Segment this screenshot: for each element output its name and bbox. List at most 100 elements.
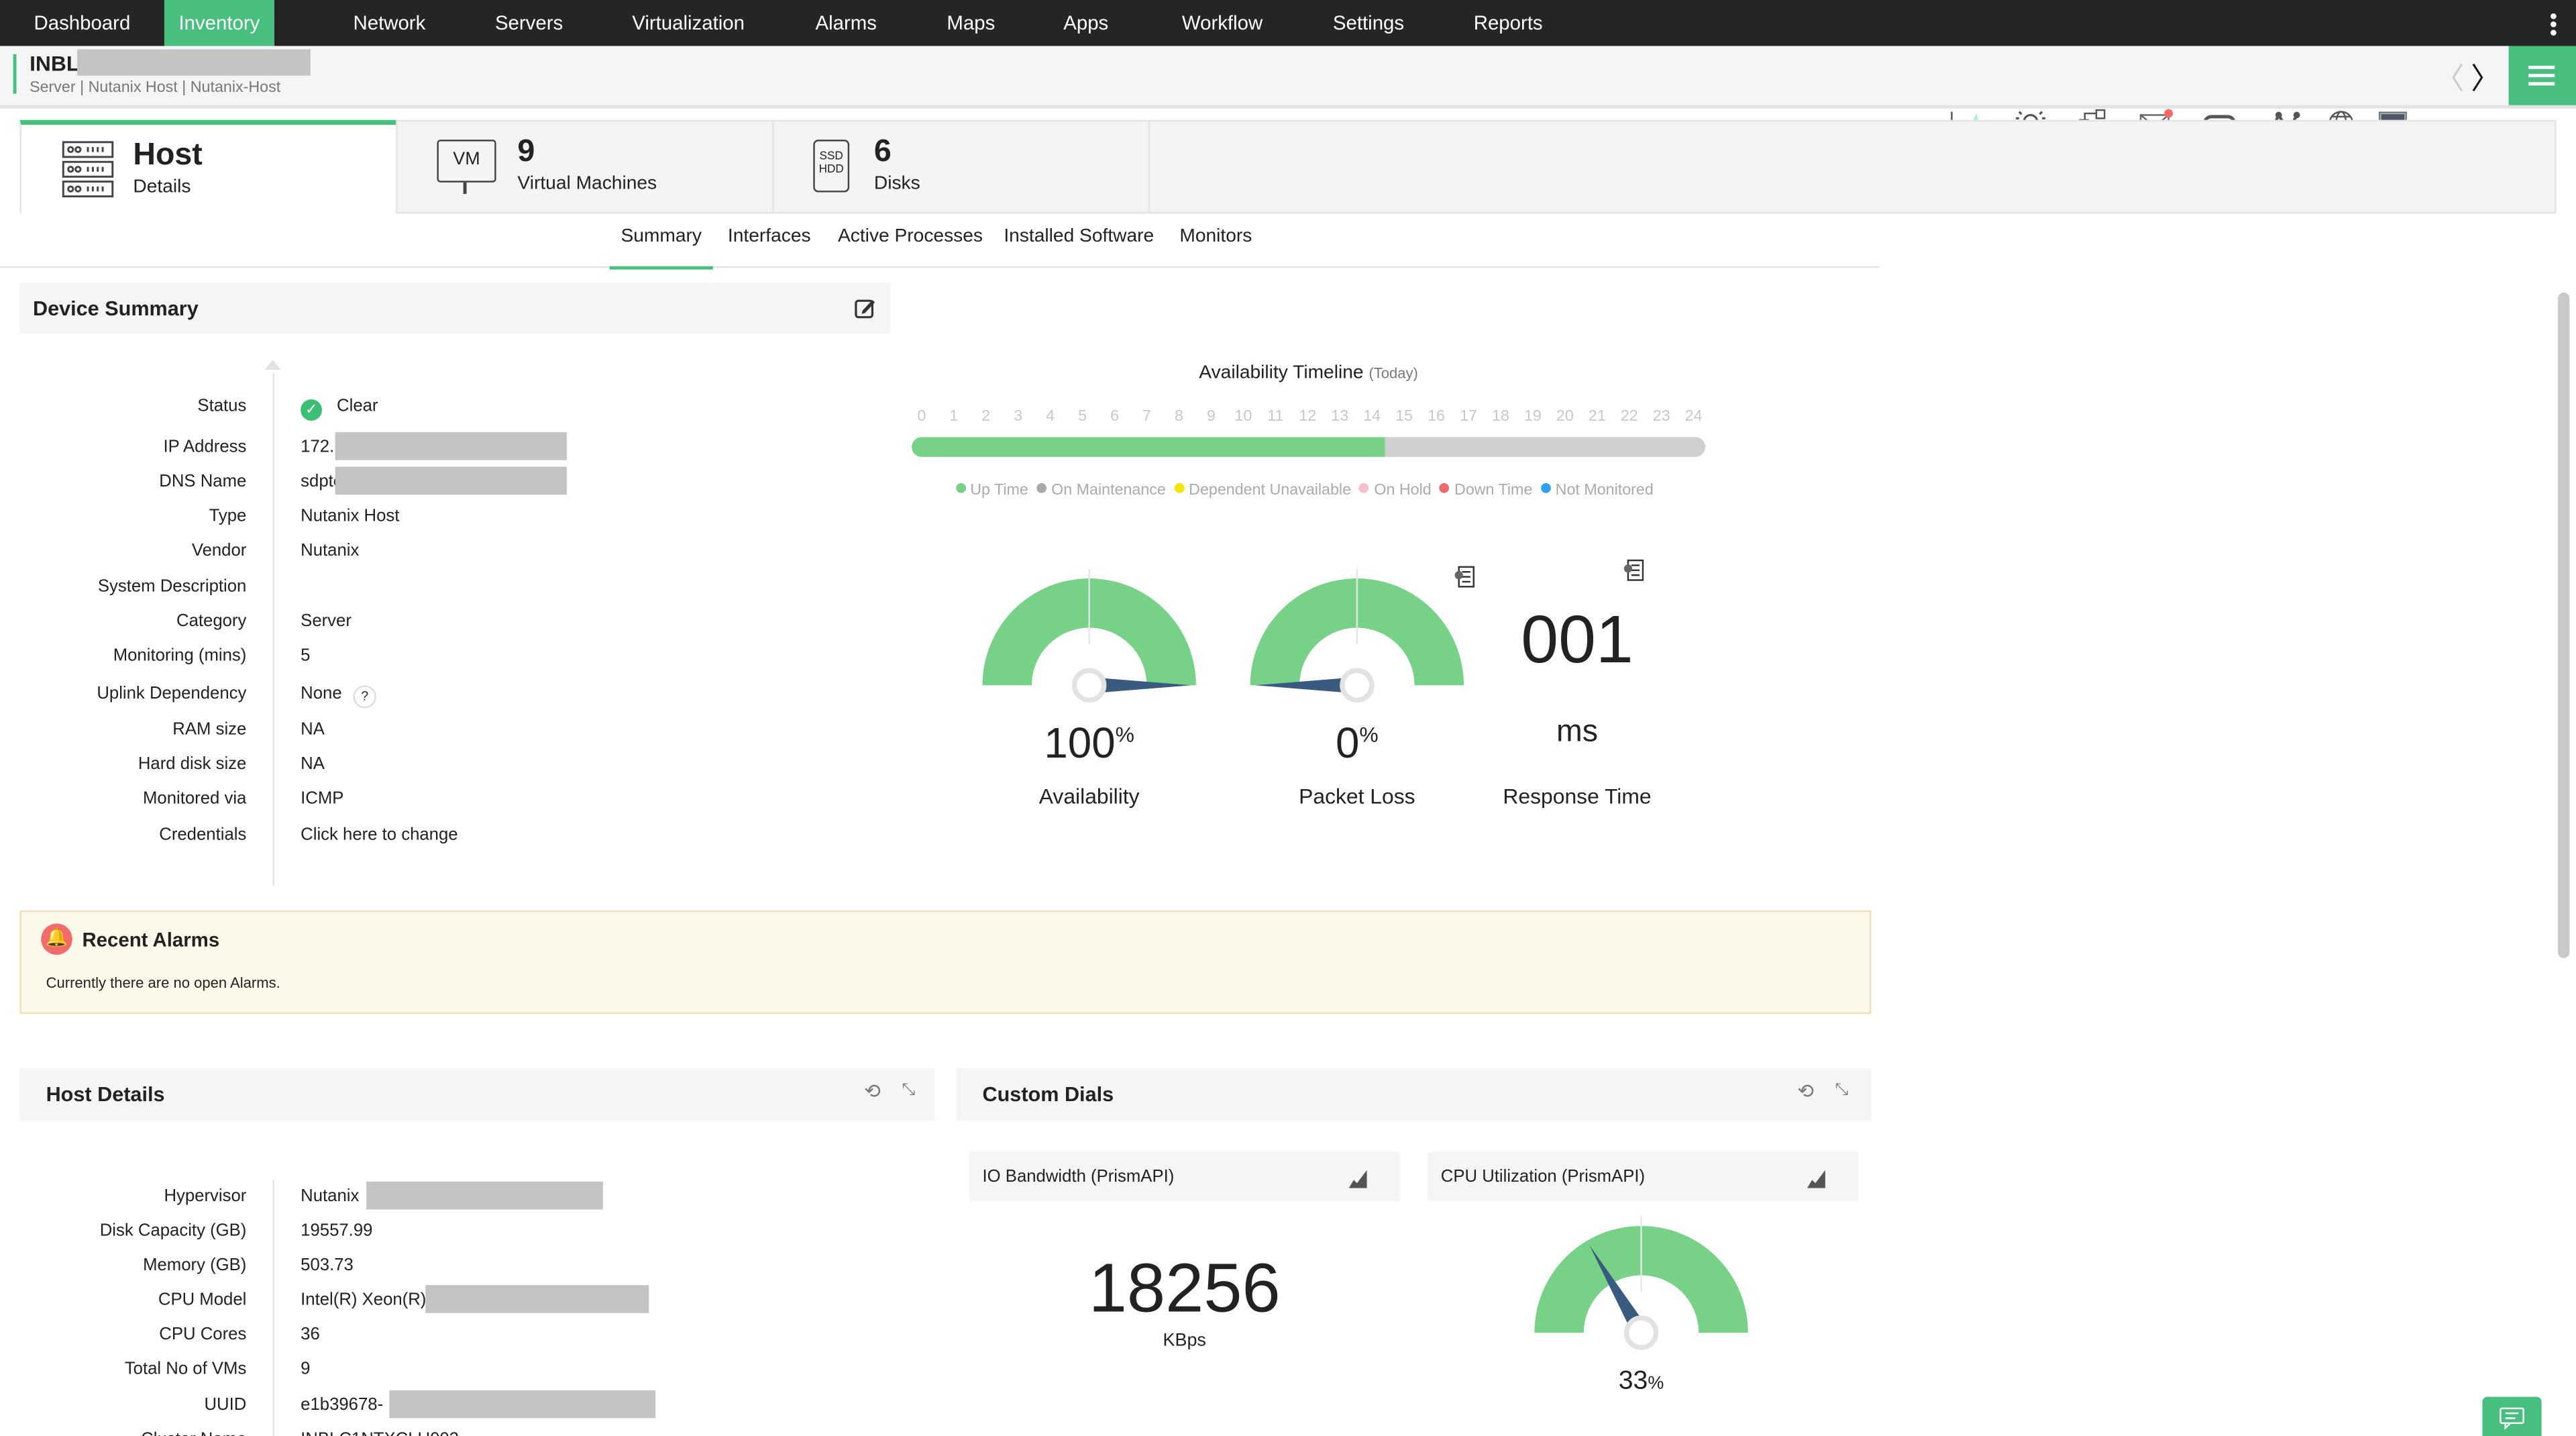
response-time-value: 001 [1521,601,1633,677]
redacted-block [77,49,311,76]
tab-interfaces[interactable]: Interfaces [727,226,811,247]
field-label: Hypervisor [164,1186,247,1207]
availability-gauge [982,568,1196,703]
io-bandwidth-unit: KBps [1163,1331,1206,1351]
nav-network[interactable]: Network [353,11,426,35]
hour-tick: 14 [1363,407,1381,426]
hour-tick: 21 [1588,407,1606,426]
tab-active-processes[interactable]: Active Processes [837,226,983,247]
nav-settings[interactable]: Settings [1332,11,1405,35]
panel-title: Device Summary [32,297,199,321]
packet-loss-gauge [1250,568,1464,703]
recent-alarms-title: Recent Alarms [82,928,220,952]
hour-tick: 16 [1428,407,1446,426]
hour-tick: 20 [1556,407,1574,426]
field-value: None [301,683,342,704]
nav-dashboard[interactable]: Dashboard [34,11,131,35]
legend-item[interactable]: On Hold [1359,482,1432,499]
nav-apps[interactable]: Apps [1063,11,1109,35]
tab-summary[interactable]: Summary [609,227,713,270]
more-options-icon[interactable]: • • • [2549,3,2558,45]
cpu-utilization-value: 33% [1576,1368,1707,1397]
chart-icon[interactable] [1347,1168,1368,1188]
nav-workflow[interactable]: Workflow [1181,11,1263,35]
field-label: Credentials [159,825,247,845]
cpu-utilization-gauge [1534,1216,1748,1350]
legend-dot-icon [1439,483,1450,493]
expand-icon[interactable]: ⤡ [902,1081,916,1100]
top-nav: Dashboard Inventory Network Servers Virt… [0,0,2576,46]
redacted-block [335,466,567,495]
expand-icon[interactable]: ⤡ [1835,1081,1849,1100]
nav-inventory[interactable]: Inventory [164,0,274,46]
virtual-machines-card[interactable]: VM 9 Virtual Machines [396,119,774,214]
legend-label: Up Time [970,481,1028,500]
device-name: INBL [30,50,80,76]
tab-installed-software[interactable]: Installed Software [1004,226,1155,247]
field-value: Server [301,611,352,631]
legend-item[interactable]: Up Time [955,481,1028,500]
nav-reports[interactable]: Reports [1473,11,1543,35]
card-subtitle: Virtual Machines [517,174,657,194]
collapse-arrow-icon[interactable] [264,360,281,370]
refresh-icon[interactable]: ⟲ [864,1079,881,1103]
redacted-block [425,1285,649,1313]
field-value: 172. [301,437,335,457]
chart-icon[interactable] [1805,1168,1827,1188]
vm-icon: VM [437,140,496,183]
field-value: Nutanix [301,540,360,561]
availability-value: 100% [1007,718,1171,769]
tab-monitors[interactable]: Monitors [1179,226,1252,247]
hour-tick: 6 [1110,407,1120,426]
disks-card[interactable]: SSD HDD 6 Disks [772,119,1150,214]
edit-icon[interactable] [854,297,875,319]
nav-alarms[interactable]: Alarms [815,11,877,35]
host-details-card[interactable]: Host Details [19,119,398,214]
legend-item[interactable]: On Maintenance [1036,482,1166,499]
gauge-hub [1071,668,1107,703]
gauge-needle [1255,676,1357,694]
packet-loss-unit: % [1359,721,1379,747]
report-icon[interactable] [1452,565,1477,588]
field-value: 9 [301,1359,311,1379]
field-value: NA [301,719,325,740]
field-label: Cluster Name [16,1430,246,1436]
nav-virtualization[interactable]: Virtualization [632,11,745,35]
legend-item[interactable]: Down Time [1439,482,1532,499]
report-icon[interactable] [1621,559,1646,582]
gauge-arc [1250,578,1464,686]
server-icon [62,141,114,198]
nav-servers[interactable]: Servers [494,11,564,35]
scrollbar-thumb[interactable] [2558,292,2570,958]
field-label: UUID [204,1395,247,1415]
refresh-icon[interactable]: ⟲ [1797,1079,1814,1103]
timeline-legend: Up Time On Maintenance Dependent Unavailab… [912,473,1705,503]
chevron-right-icon[interactable]: 〉 [2471,62,2501,96]
timeline-title-text: Availability Timeline [1199,363,1364,383]
hour-tick: 8 [1174,407,1183,426]
chat-button[interactable] [2482,1396,2542,1436]
hour-tick: 9 [1206,407,1216,426]
availability-timeline-bar[interactable] [912,437,1706,457]
field-label: Monitoring (mins) [113,646,247,666]
chevron-left-icon[interactable]: 〈 [2434,62,2465,96]
field-label: Type [209,506,247,526]
legend-item[interactable]: Dependent Unavailable [1174,482,1351,499]
legend-item[interactable]: Not Monitored [1540,482,1654,499]
field-label: IP Address [163,437,247,457]
card-strip-filler [1148,119,2557,214]
field-label: CPU Model [158,1290,247,1310]
uptime-segment[interactable] [912,437,1385,457]
credentials-link[interactable]: Click here to change [301,825,458,845]
hamburger-menu-button[interactable] [2508,46,2576,105]
hour-tick: 3 [1014,407,1023,426]
help-icon[interactable]: ? [353,685,376,709]
alarm-bell-icon: 🔔 [41,923,72,955]
legend-dot-icon [955,483,965,493]
nav-maps[interactable]: Maps [947,11,996,35]
hour-tick: 4 [1046,407,1055,426]
field-label: Status [197,396,247,416]
hour-tick: 7 [1142,407,1151,426]
response-time-label: Response Time [1503,784,1652,809]
